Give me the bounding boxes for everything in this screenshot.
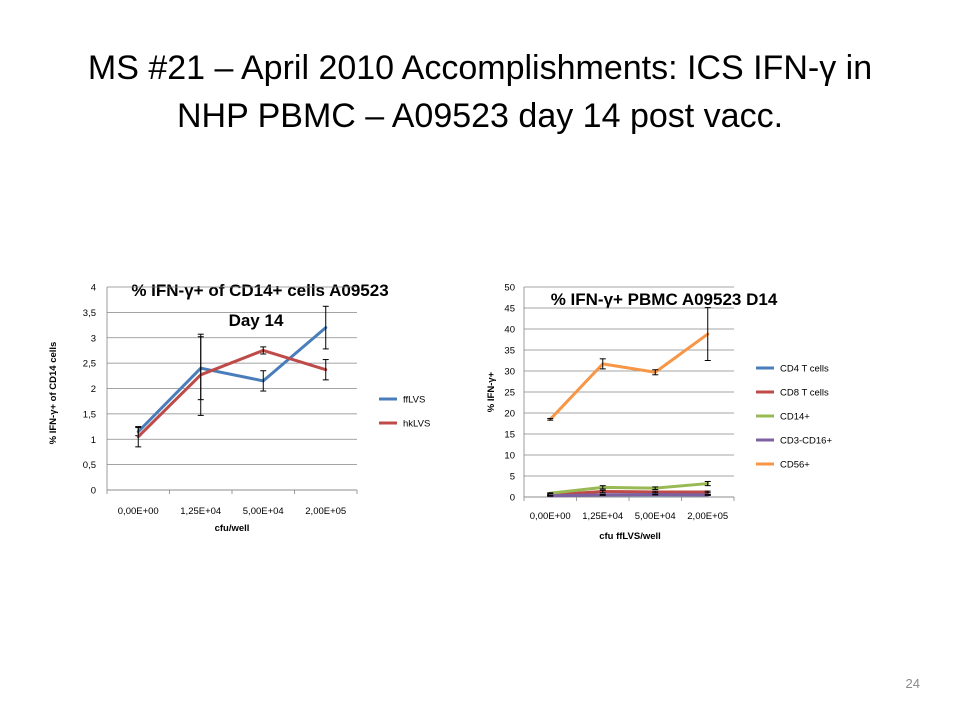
y-tick-label: 20: [504, 409, 515, 420]
legend-label: CD8 T cells: [780, 388, 829, 399]
y-tick-label: 1: [91, 435, 96, 446]
x-axis-title: cfu/well: [215, 523, 250, 534]
series-line: [548, 482, 710, 495]
x-tick-label: 1,25E+04: [582, 511, 623, 522]
chart-title: % IFN-γ+ PBMC A09523 D14: [551, 290, 778, 309]
y-tick-label: 35: [504, 346, 515, 357]
y-tick-label: 15: [504, 430, 515, 441]
y-tick-label: 5: [510, 472, 515, 483]
chart-title: % IFN-γ+ of CD14+ cells A09523: [131, 281, 388, 300]
y-tick-label: 10: [504, 451, 515, 462]
x-tick-label: 2,00E+05: [687, 511, 728, 522]
chart-title-line-2: Day 14: [229, 311, 284, 330]
legend-label: ffLVS: [403, 395, 425, 406]
series-line: [136, 348, 328, 439]
y-tick-label: 3: [91, 333, 96, 344]
y-tick-label: 2,5: [83, 359, 96, 370]
slide-title-line-1: MS #21 – April 2010 Accomplishments: ICS…: [87, 49, 873, 87]
y-tick-label: 2: [91, 384, 96, 395]
series-line: [548, 490, 710, 497]
legend-label: hkLVS: [403, 419, 430, 430]
legend-label: CD14+: [780, 412, 810, 423]
slide-title-line-2: NHP PBMC – A09523 day 14 post vacc.: [176, 97, 784, 135]
y-tick-label: 0: [91, 486, 96, 497]
x-tick-label: 2,00E+05: [305, 506, 346, 517]
series-line: [548, 492, 710, 498]
x-tick-label: 0,00E+00: [118, 506, 159, 517]
y-axis-title: % IFN-γ+ of CD14 cells: [48, 342, 59, 445]
y-axis-title: % IFN-γ+: [486, 371, 497, 412]
y-tick-label: 1,5: [83, 409, 96, 420]
y-tick-label: 3,5: [83, 308, 96, 319]
x-tick-label: 5,00E+04: [635, 511, 676, 522]
y-tick-label: 25: [504, 388, 515, 399]
series-line: [548, 332, 710, 421]
x-tick-label: 5,00E+04: [243, 506, 284, 517]
legend-label: CD3-CD16+: [780, 436, 832, 447]
y-tick-label: 45: [504, 304, 515, 315]
x-tick-label: 0,00E+00: [530, 511, 571, 522]
legend-label: CD4 T cells: [780, 364, 829, 375]
y-tick-label: 0,5: [83, 460, 96, 471]
y-tick-label: 0: [510, 493, 515, 504]
legend-label: CD56+: [780, 460, 810, 471]
y-tick-label: 4: [91, 283, 96, 294]
x-axis-title: cfu ffLVS/well: [599, 531, 661, 542]
page-number: 24: [905, 676, 920, 691]
y-tick-label: 40: [504, 325, 515, 336]
slide-title: MS #21 – April 2010 Accomplishments: ICS…: [40, 44, 920, 140]
x-tick-label: 1,25E+04: [180, 506, 221, 517]
y-tick-label: 30: [504, 367, 515, 378]
series-line: [136, 326, 328, 434]
y-tick-label: 50: [504, 283, 515, 294]
